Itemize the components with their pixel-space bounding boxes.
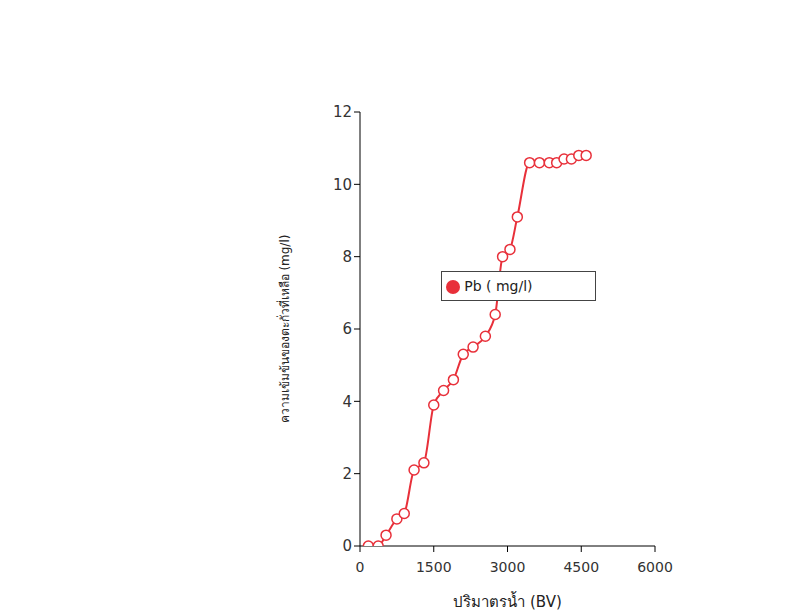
svg-text:2: 2 (342, 465, 352, 483)
svg-text:8: 8 (342, 248, 352, 266)
svg-text:6000: 6000 (637, 559, 673, 575)
svg-text:10: 10 (333, 176, 352, 194)
svg-text:4: 4 (342, 393, 352, 411)
svg-text:1500: 1500 (416, 559, 452, 575)
svg-text:0: 0 (356, 559, 365, 575)
svg-text:12: 12 (333, 103, 352, 121)
svg-text:6: 6 (342, 320, 352, 338)
svg-text:4500: 4500 (563, 559, 599, 575)
html-text:Pb ( mg/l): Pb ( mg/l) (464, 278, 533, 295)
svg-text:ปริมาตรน้ำ (BV): ปริมาตรน้ำ (BV) (453, 591, 562, 611)
svg-text:3000: 3000 (490, 559, 526, 575)
svg-text:0: 0 (342, 537, 352, 555)
svg-text:ความเข้มข้นของตะกั่วที่เหลือ (: ความเข้มข้นของตะกั่วที่เหลือ (mg/l) (276, 235, 292, 424)
